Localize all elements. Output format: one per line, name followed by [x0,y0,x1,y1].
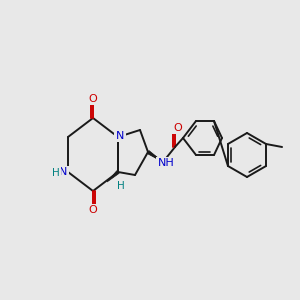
Text: O: O [88,205,98,215]
Text: N: N [59,167,67,177]
Text: H: H [52,168,60,178]
Text: NH: NH [158,158,174,168]
Text: O: O [88,94,98,104]
Text: H: H [117,181,125,191]
Text: N: N [116,131,124,141]
Text: O: O [174,123,182,133]
Polygon shape [107,171,119,182]
Polygon shape [147,151,163,162]
